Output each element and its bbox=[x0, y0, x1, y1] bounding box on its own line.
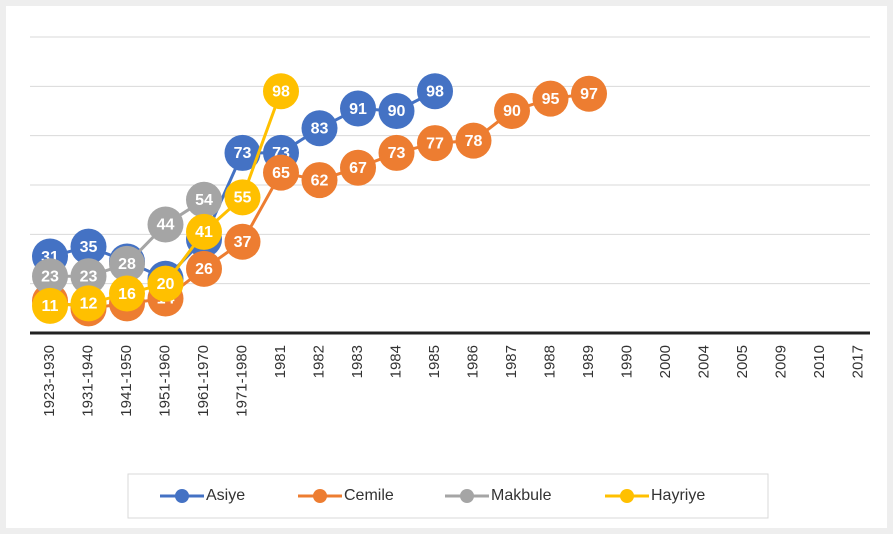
marker bbox=[70, 258, 107, 295]
value-label: 12 bbox=[80, 296, 98, 313]
legend-box bbox=[127, 473, 769, 519]
marker bbox=[70, 285, 107, 322]
legend-marker bbox=[175, 489, 189, 503]
value-label: 37 bbox=[234, 234, 252, 251]
x-tick-label: 2000 bbox=[657, 345, 674, 378]
x-tick-label: 1941-1950 bbox=[118, 345, 135, 417]
value-label: 97 bbox=[580, 86, 598, 103]
x-tick-label: 1983 bbox=[349, 345, 366, 378]
value-label: 23 bbox=[80, 268, 98, 285]
x-tick-label: 1982 bbox=[310, 345, 327, 378]
marker bbox=[186, 181, 222, 218]
legend-marker bbox=[313, 489, 327, 503]
marker bbox=[224, 223, 261, 260]
x-tick-label: 1951-1960 bbox=[156, 345, 173, 417]
value-label: 67 bbox=[349, 160, 367, 177]
value-label: 90 bbox=[503, 103, 521, 120]
value-label: 28 bbox=[118, 256, 136, 273]
marker bbox=[32, 287, 68, 324]
marker bbox=[571, 75, 607, 112]
x-tick-label: 1961-1970 bbox=[195, 345, 212, 417]
marker bbox=[455, 122, 492, 159]
legend-label: Makbule bbox=[491, 487, 552, 504]
value-label: 16 bbox=[118, 286, 136, 303]
value-label: 91 bbox=[349, 101, 367, 118]
value-label: 98 bbox=[426, 83, 444, 100]
marker bbox=[532, 80, 569, 117]
marker bbox=[147, 206, 184, 243]
value-label: 78 bbox=[465, 133, 483, 150]
marker bbox=[263, 73, 299, 110]
x-tick-label: 1981 bbox=[272, 345, 289, 378]
marker bbox=[301, 110, 338, 147]
value-label: 83 bbox=[311, 120, 329, 137]
x-tick-label: 2009 bbox=[772, 345, 789, 378]
marker bbox=[224, 179, 261, 216]
x-tick-label: 1923-1930 bbox=[41, 345, 58, 417]
marker bbox=[340, 90, 376, 127]
marker bbox=[301, 162, 338, 199]
marker bbox=[263, 154, 299, 191]
marker bbox=[378, 93, 415, 129]
x-tick-label: 1988 bbox=[541, 345, 558, 378]
value-label: 41 bbox=[195, 224, 213, 241]
value-label: 73 bbox=[388, 145, 406, 162]
x-tick-label: 2005 bbox=[734, 345, 751, 378]
x-tick-label: 1986 bbox=[464, 345, 481, 378]
marker bbox=[186, 213, 222, 250]
value-label: 65 bbox=[272, 165, 290, 182]
value-label: 54 bbox=[195, 192, 213, 209]
legend-label: Asiye bbox=[206, 487, 245, 504]
value-label: 98 bbox=[272, 83, 290, 100]
legend-label: Cemile bbox=[344, 487, 394, 504]
x-tick-label: 1987 bbox=[503, 345, 520, 378]
marker bbox=[417, 73, 453, 110]
value-label: 55 bbox=[234, 190, 252, 207]
value-label: 62 bbox=[311, 172, 329, 189]
marker bbox=[340, 149, 376, 186]
marker bbox=[224, 134, 261, 171]
marker bbox=[109, 245, 145, 282]
value-label: 44 bbox=[157, 217, 175, 234]
marker bbox=[109, 275, 145, 312]
legend-marker bbox=[620, 489, 634, 503]
x-tick-label: 2010 bbox=[811, 345, 828, 378]
x-tick-label: 1985 bbox=[426, 345, 443, 378]
value-label: 20 bbox=[157, 276, 175, 293]
x-tick-label: 2017 bbox=[849, 345, 866, 378]
value-label: 23 bbox=[41, 268, 59, 285]
marker bbox=[378, 134, 415, 171]
value-label: 90 bbox=[388, 103, 406, 120]
marker bbox=[147, 265, 184, 302]
value-label: 26 bbox=[195, 261, 213, 278]
value-label: 73 bbox=[234, 145, 252, 162]
x-tick-label: 1971-1980 bbox=[233, 345, 250, 417]
value-label: 11 bbox=[42, 298, 59, 315]
value-label: 77 bbox=[426, 135, 444, 152]
marker bbox=[494, 93, 530, 129]
x-tick-label: 1984 bbox=[387, 345, 404, 378]
x-tick-label: 2004 bbox=[695, 345, 712, 378]
legend-marker bbox=[460, 489, 474, 503]
marker bbox=[32, 258, 68, 295]
value-label: 35 bbox=[80, 239, 98, 256]
x-tick-label: 1931-1940 bbox=[79, 345, 96, 417]
x-tick-label: 1989 bbox=[580, 345, 597, 378]
marker bbox=[186, 250, 222, 287]
x-tick-label: 1990 bbox=[618, 345, 635, 378]
value-label: 95 bbox=[542, 91, 560, 108]
marker bbox=[70, 228, 107, 265]
marker bbox=[417, 125, 453, 162]
legend-label: Hayriye bbox=[651, 487, 705, 504]
